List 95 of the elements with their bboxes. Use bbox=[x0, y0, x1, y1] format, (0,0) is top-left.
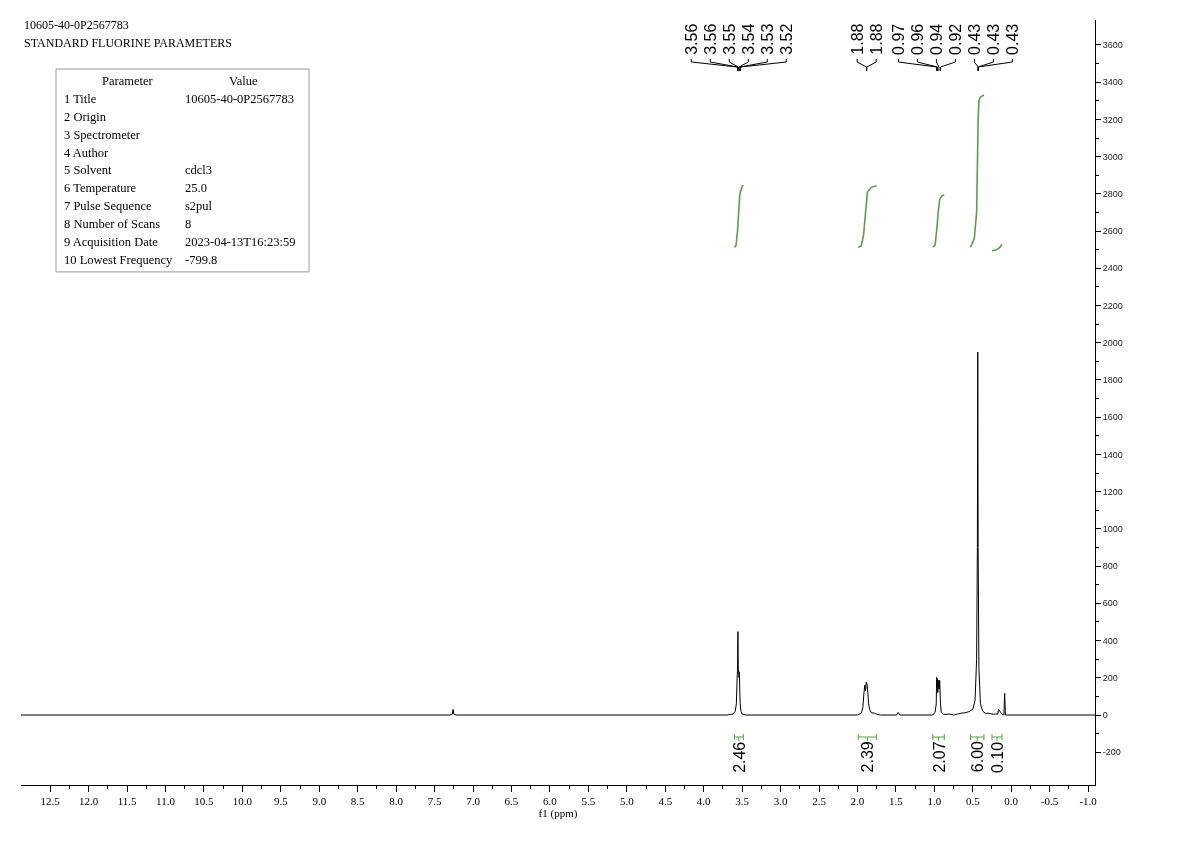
text: 8 bbox=[185, 217, 192, 231]
annotation: 3.53 bbox=[758, 23, 776, 55]
category-label: Value bbox=[229, 74, 258, 88]
x-tick-label: 7.5 bbox=[427, 795, 442, 808]
y-tick-label: 3000 bbox=[1102, 151, 1123, 162]
annotation: 3.52 bbox=[777, 23, 795, 55]
x-tick-label: 5.0 bbox=[619, 795, 635, 808]
annotation: 2.07 bbox=[930, 741, 948, 773]
annotation: 1.88 bbox=[867, 23, 885, 55]
x-tick-label: 8.5 bbox=[350, 795, 366, 808]
x-tick-label: 12.0 bbox=[79, 795, 99, 808]
x-tick-label: 11.5 bbox=[117, 795, 138, 808]
x-tick-label: 12.5 bbox=[40, 795, 61, 808]
x-tick-label: 10.0 bbox=[232, 795, 253, 808]
y-tick-label: 3200 bbox=[1102, 114, 1123, 125]
category-label: Parameter bbox=[102, 74, 154, 88]
y-tick-label: 1400 bbox=[1102, 449, 1123, 460]
x-tick-label: -1.0 bbox=[1079, 795, 1098, 808]
line-series bbox=[733, 184, 745, 249]
annotation: 3.54 bbox=[739, 23, 757, 55]
x-tick-label: 1.5 bbox=[889, 795, 904, 808]
annotation: 0.97 bbox=[889, 23, 907, 55]
text: 2 Origin bbox=[64, 110, 107, 124]
x-tick-label: 6.5 bbox=[504, 795, 519, 808]
text: 10 Lowest Frequency bbox=[64, 253, 173, 267]
y-tick-label: 2400 bbox=[1102, 263, 1123, 274]
text: 1 Title bbox=[64, 92, 97, 106]
x-tick-label: 0.0 bbox=[1004, 795, 1019, 808]
y-tick-label: 2800 bbox=[1102, 189, 1123, 199]
annotation: 1.88 bbox=[848, 23, 866, 55]
annotation: 3.56 bbox=[701, 23, 719, 55]
text: 8 Number of Scans bbox=[64, 217, 161, 231]
y-tick-label: 2600 bbox=[1102, 226, 1123, 237]
x-tick-label: 3.5 bbox=[735, 795, 750, 808]
y-tick-label: 0 bbox=[1102, 710, 1108, 721]
x-tick-label: 0.5 bbox=[965, 795, 981, 808]
annotation: 0.94 bbox=[927, 23, 945, 55]
chart-title: 10605-40-0P2567783 bbox=[24, 18, 129, 32]
x-tick-label: 4.5 bbox=[658, 795, 673, 808]
text: 10605-40-0P2567783 bbox=[185, 92, 295, 106]
text: 2023-04-13T16:23:59 bbox=[185, 235, 296, 249]
x-tick-label: 9.0 bbox=[312, 795, 327, 808]
y-tick-label: 1200 bbox=[1102, 486, 1123, 497]
text: 3 Spectrometer bbox=[64, 128, 141, 142]
text: 5 Solvent bbox=[64, 163, 112, 177]
annotation: 0.10 bbox=[988, 741, 1006, 773]
x-tick-label: 10.5 bbox=[194, 795, 215, 808]
x-tick-label: -0.5 bbox=[1040, 795, 1059, 808]
x-tick-label: 11.0 bbox=[156, 795, 176, 808]
y-tick-label: 800 bbox=[1102, 561, 1118, 572]
line-series bbox=[991, 243, 1003, 252]
text: 7 Pulse Sequence bbox=[64, 199, 152, 213]
text: 4 Author bbox=[64, 146, 109, 160]
text: STANDARD FLUORINE PARAMETERS bbox=[24, 36, 232, 50]
x-tick-label: 7.0 bbox=[466, 795, 481, 808]
line-series bbox=[857, 184, 878, 249]
text: cdcl3 bbox=[185, 163, 213, 177]
y-tick-label: 3600 bbox=[1102, 40, 1123, 51]
annotation: 3.56 bbox=[682, 23, 700, 55]
line-series bbox=[931, 194, 946, 249]
y-tick-label: 600 bbox=[1102, 598, 1118, 609]
text: -799.8 bbox=[185, 253, 218, 267]
annotation: 0.43 bbox=[984, 23, 1002, 55]
annotation: 0.43 bbox=[965, 23, 983, 55]
annotation: 6.00 bbox=[969, 740, 987, 773]
y-tick-label: 400 bbox=[1102, 635, 1118, 646]
x-tick-label: 5.5 bbox=[581, 795, 596, 808]
y-tick-label: 3400 bbox=[1102, 77, 1123, 88]
x-tick-label: 4.0 bbox=[696, 795, 712, 808]
annotation: 3.55 bbox=[720, 23, 738, 55]
text: 9 Acquisition Date bbox=[64, 235, 158, 249]
y-tick-label: 1600 bbox=[1102, 412, 1123, 423]
x-tick-label: 8.0 bbox=[389, 795, 404, 808]
y-tick-label: 1800 bbox=[1102, 375, 1123, 386]
annotation: 0.92 bbox=[946, 23, 964, 55]
x-axis-title: f1 (ppm) bbox=[538, 807, 578, 821]
annotation: 0.43 bbox=[1003, 23, 1021, 55]
y-tick-label: 2000 bbox=[1102, 337, 1123, 348]
y-tick-label: 2200 bbox=[1102, 300, 1123, 311]
x-tick-label: 6.0 bbox=[543, 795, 558, 808]
annotation: 0.96 bbox=[908, 23, 926, 55]
y-tick-label: -200 bbox=[1102, 747, 1121, 758]
x-tick-label: 2.5 bbox=[812, 795, 827, 808]
x-tick-label: 9.5 bbox=[273, 795, 289, 808]
annotation: 2.46 bbox=[730, 741, 748, 773]
annotation: 2.39 bbox=[859, 741, 877, 773]
text: 6 Temperature bbox=[64, 181, 137, 195]
text: s2pul bbox=[185, 199, 213, 213]
line-series bbox=[969, 94, 985, 249]
y-tick-label: 1000 bbox=[1102, 524, 1123, 535]
x-tick-label: 1.0 bbox=[927, 795, 942, 808]
text: 25.0 bbox=[185, 181, 207, 195]
x-tick-label: 3.0 bbox=[773, 795, 788, 808]
y-tick-label: 200 bbox=[1102, 672, 1118, 683]
x-tick-label: 2.0 bbox=[850, 795, 865, 808]
